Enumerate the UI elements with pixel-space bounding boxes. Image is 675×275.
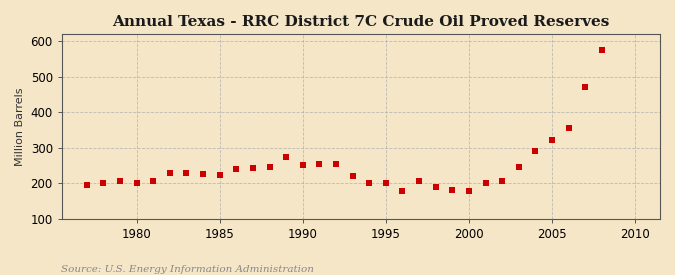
Point xyxy=(397,189,408,193)
Point xyxy=(82,183,92,187)
Point xyxy=(530,149,541,153)
Point xyxy=(580,85,591,89)
Point xyxy=(331,162,342,166)
Title: Annual Texas - RRC District 7C Crude Oil Proved Reserves: Annual Texas - RRC District 7C Crude Oil… xyxy=(112,15,610,29)
Point xyxy=(497,179,508,184)
Y-axis label: Million Barrels: Million Barrels xyxy=(15,87,25,166)
Point xyxy=(264,164,275,169)
Point xyxy=(547,138,558,142)
Point xyxy=(347,174,358,178)
Point xyxy=(181,171,192,175)
Point xyxy=(447,188,458,192)
Point xyxy=(314,162,325,167)
Point xyxy=(248,166,259,170)
Point xyxy=(597,47,608,52)
Point xyxy=(464,189,475,194)
Point xyxy=(231,167,242,171)
Point xyxy=(165,170,176,175)
Point xyxy=(98,181,109,185)
Point xyxy=(563,126,574,130)
Point xyxy=(115,179,126,184)
Text: Source: U.S. Energy Information Administration: Source: U.S. Energy Information Administ… xyxy=(61,265,314,274)
Point xyxy=(148,178,159,183)
Point xyxy=(430,185,441,189)
Point xyxy=(198,172,209,177)
Point xyxy=(364,180,375,185)
Point xyxy=(514,165,524,169)
Point xyxy=(414,178,425,183)
Point xyxy=(281,155,292,160)
Point xyxy=(381,180,392,185)
Point xyxy=(480,181,491,185)
Point xyxy=(214,173,225,178)
Point xyxy=(298,163,308,167)
Point xyxy=(131,180,142,185)
